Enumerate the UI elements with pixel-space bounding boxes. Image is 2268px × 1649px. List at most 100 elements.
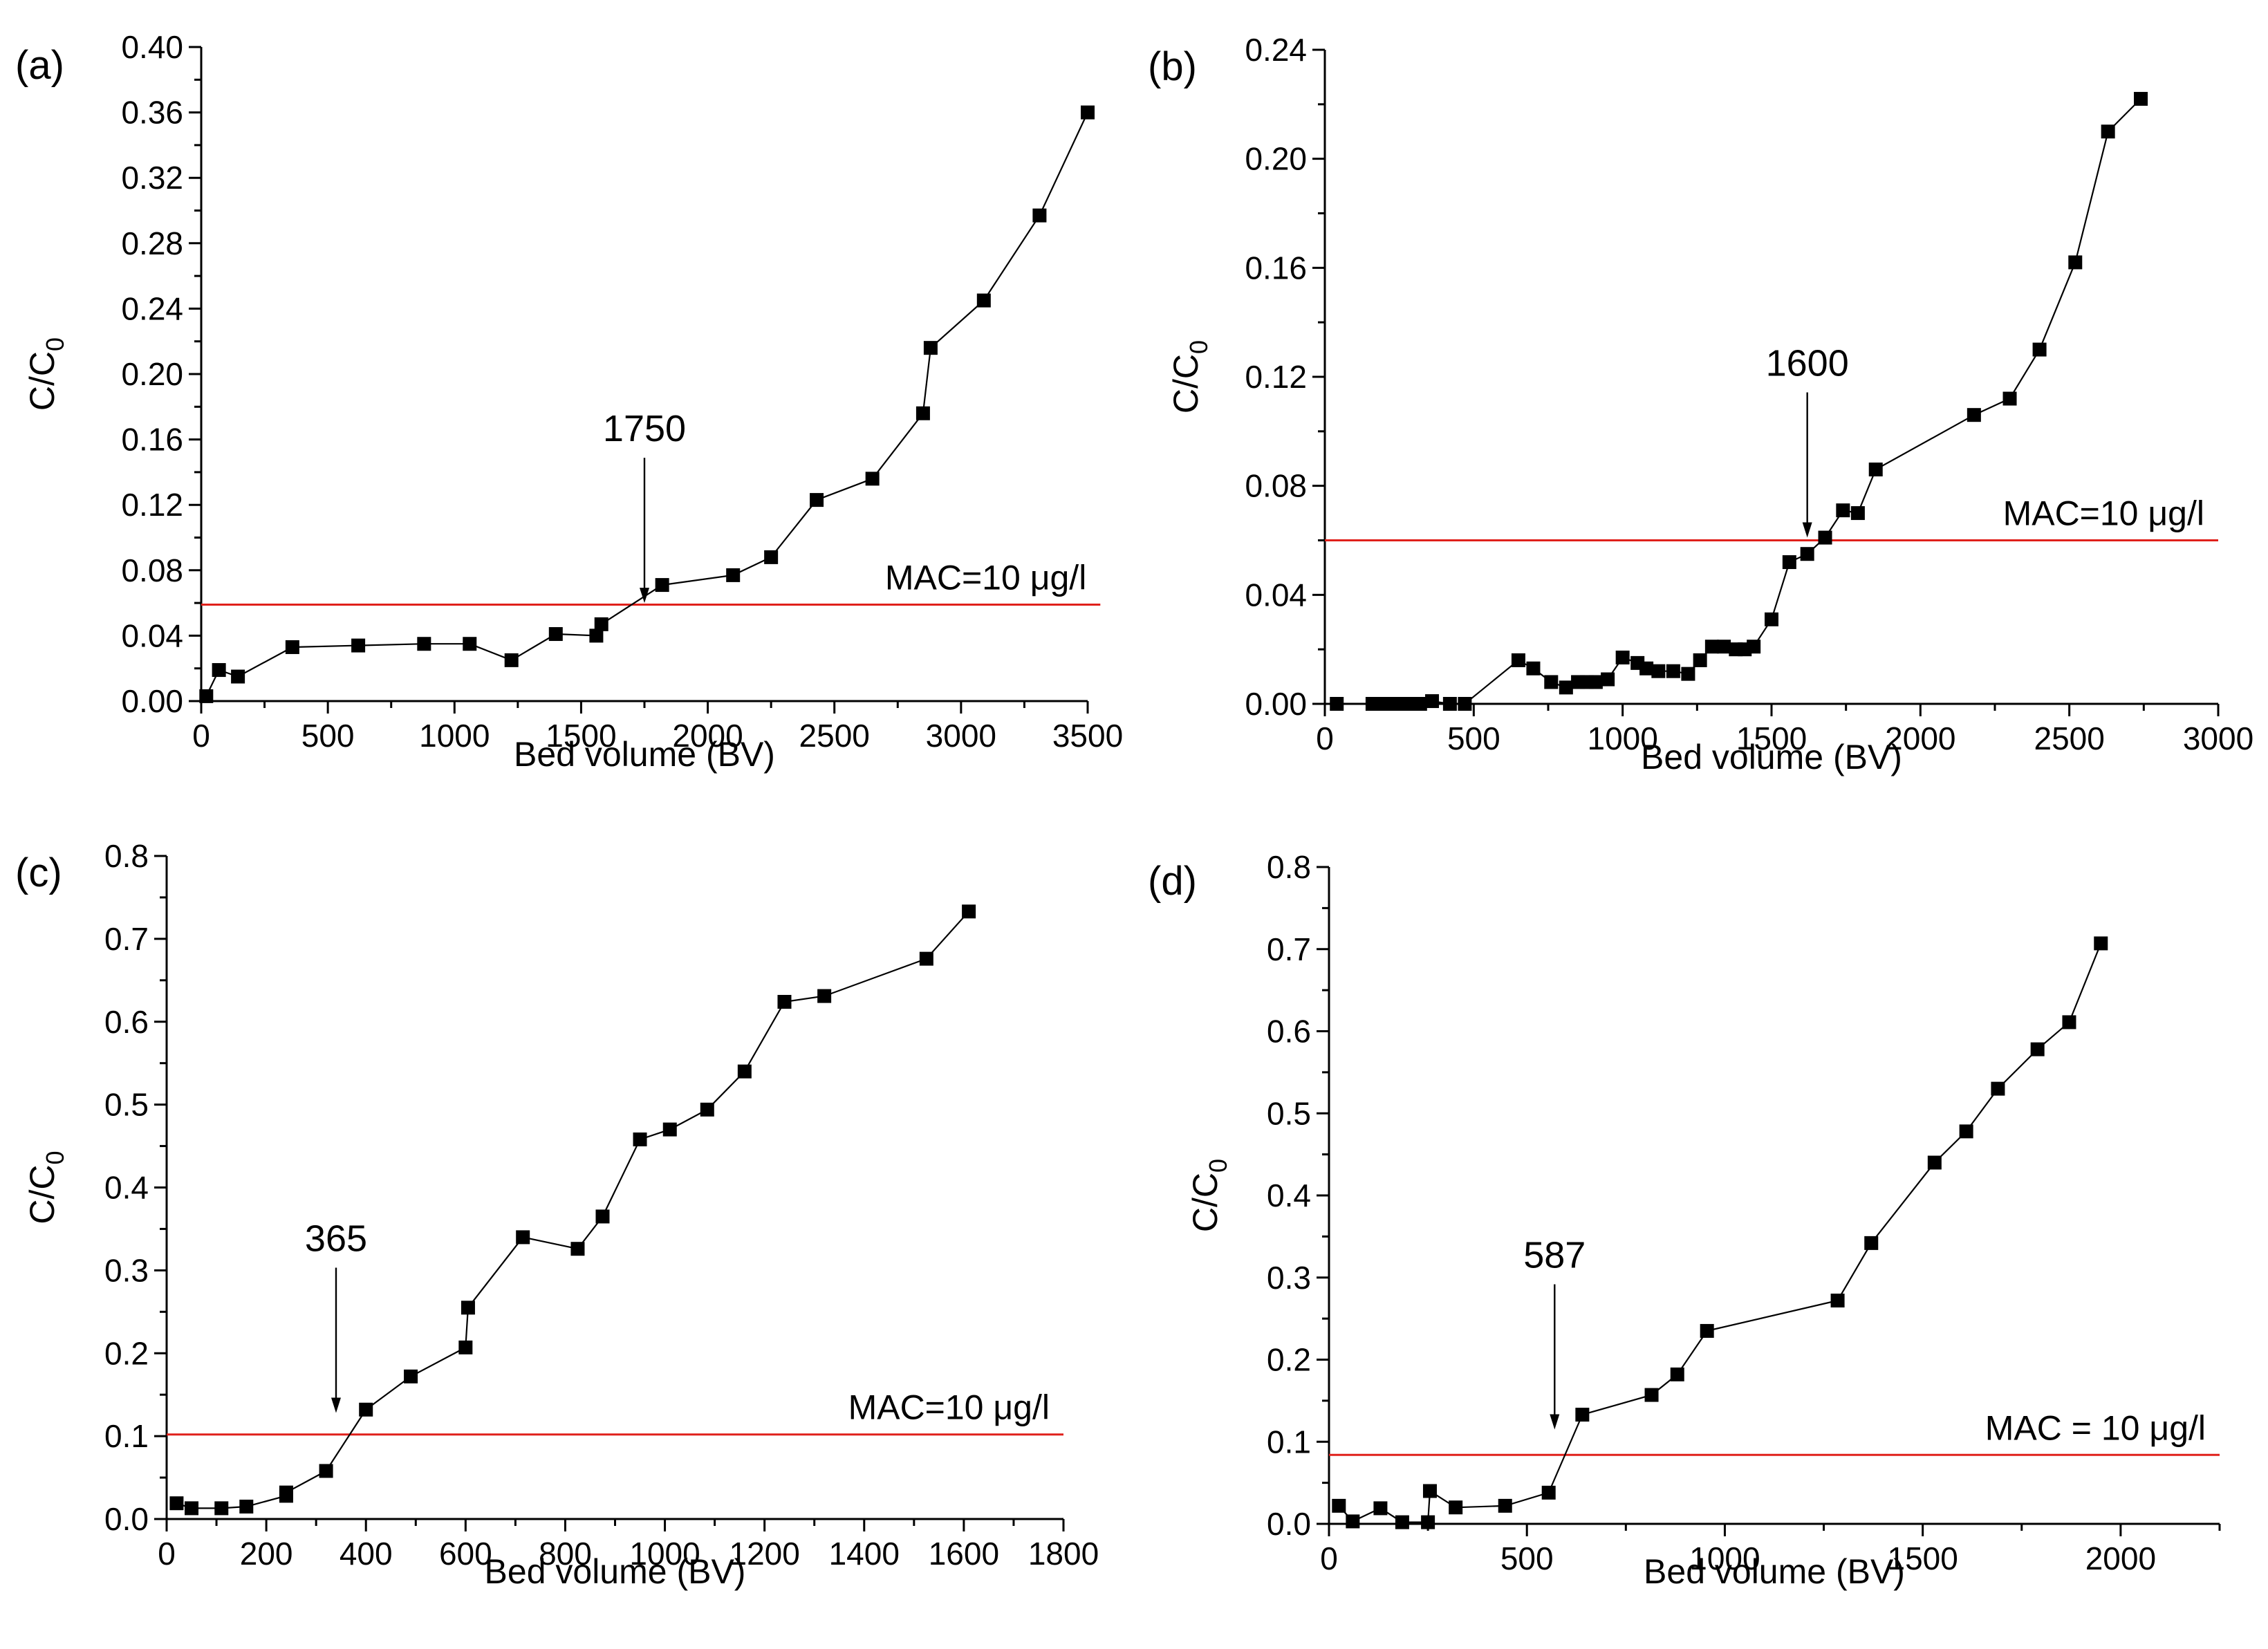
mac-label: MAC=10 μg/l: [848, 1388, 1050, 1427]
data-point: [962, 904, 976, 919]
data-point: [1346, 1514, 1360, 1529]
data-point: [1615, 650, 1630, 664]
data-point: [2002, 391, 2017, 406]
x-tick-label: 2000: [2085, 1540, 2156, 1576]
data-point: [570, 1242, 585, 1256]
y-tick-label: 0.16: [121, 422, 183, 458]
breakthrough-arrow-head: [331, 1397, 341, 1413]
x-tick-label: 500: [301, 718, 355, 754]
data-point: [595, 1209, 610, 1224]
data-point: [1421, 1515, 1435, 1529]
y-axis-title: C/C0: [1186, 1159, 1232, 1232]
data-point: [737, 1064, 752, 1079]
x-tick-label: 2500: [2034, 720, 2104, 756]
breakthrough-label: 1600: [1766, 343, 1849, 384]
data-point: [1704, 640, 1719, 654]
y-tick-label: 0.5: [1267, 1095, 1311, 1131]
y-tick-label: 0.0: [104, 1501, 149, 1537]
y-axis-title: C/C0: [1166, 340, 1213, 413]
data-point: [548, 627, 563, 642]
breakthrough-label: 365: [305, 1218, 367, 1260]
data-point: [633, 1132, 647, 1146]
x-tick-label: 2000: [672, 718, 743, 754]
data-point: [1544, 675, 1559, 689]
data-point: [662, 1122, 677, 1137]
data-point: [1588, 675, 1603, 689]
data-point: [285, 640, 299, 654]
data-point: [1639, 661, 1654, 676]
data-point: [1373, 1501, 1388, 1516]
data-point: [817, 989, 832, 1003]
data-point: [516, 1230, 530, 1245]
data-point: [359, 1402, 373, 1417]
x-axis-title: Bed volume (BV): [1641, 738, 1902, 776]
y-tick-label: 0.0: [1267, 1506, 1311, 1542]
y-tick-label: 0.36: [121, 95, 183, 131]
data-point: [589, 628, 604, 643]
series-line: [176, 911, 969, 1509]
data-point: [1601, 672, 1615, 687]
data-point: [1747, 640, 1761, 654]
x-tick-label: 3500: [1052, 718, 1123, 754]
data-point: [1526, 661, 1541, 676]
x-tick-label: 1500: [546, 718, 616, 754]
breakthrough-label: 1750: [603, 408, 686, 449]
y-tick-label: 0.6: [104, 1004, 149, 1040]
data-point: [351, 638, 366, 653]
data-point: [169, 1496, 184, 1511]
data-point: [279, 1485, 293, 1500]
data-point: [458, 1340, 473, 1354]
y-tick-label: 0.4: [1267, 1177, 1311, 1213]
y-axis-title-subscript: 0: [41, 337, 69, 351]
data-point: [810, 493, 824, 507]
y-tick-label: 0.12: [121, 487, 183, 523]
y-axis-title-subscript: 0: [41, 1150, 69, 1164]
data-point: [231, 669, 245, 684]
data-point: [1991, 1081, 2005, 1096]
data-point: [700, 1102, 714, 1117]
y-tick-label: 0.3: [104, 1252, 149, 1288]
y-tick-label: 0.5: [104, 1087, 149, 1123]
data-point: [319, 1464, 333, 1478]
y-axis-title-subscript: 0: [1184, 340, 1213, 354]
chart-panel-d: (d) 0.0 0.1 0.2 0.3 0.4 0.5 0.6 0.7 0.8 0 500 1000 15…: [1148, 849, 2221, 1591]
data-point: [404, 1369, 418, 1384]
breakthrough-arrow-head: [640, 588, 649, 604]
data-point: [1959, 1124, 1973, 1139]
data-point: [1864, 1236, 1879, 1250]
data-point: [1644, 1388, 1659, 1402]
data-point: [1425, 694, 1440, 709]
data-point: [1651, 664, 1666, 678]
y-tick-label: 0.04: [121, 617, 183, 653]
data-point: [1559, 680, 1573, 695]
data-point: [594, 617, 608, 631]
x-tick-label: 1200: [729, 1536, 799, 1572]
data-point: [1800, 547, 1814, 561]
data-point: [1458, 697, 1472, 711]
y-tick-label: 0.1: [104, 1418, 149, 1454]
y-tick-label: 0.3: [1267, 1260, 1311, 1296]
data-point: [1850, 506, 1865, 521]
breakthrough-arrow-head: [1802, 522, 1812, 538]
data-point: [461, 1301, 475, 1315]
data-point: [655, 578, 669, 593]
x-axis-title: Bed volume (BV): [485, 1552, 746, 1591]
y-axis-title-main: C/C: [1166, 354, 1205, 413]
y-tick-label: 0.6: [1267, 1014, 1311, 1050]
data-point: [1541, 1485, 1556, 1500]
mac-label: MAC=10 μg/l: [2003, 494, 2204, 533]
x-tick-label: 1400: [829, 1536, 900, 1572]
data-point: [764, 550, 779, 564]
y-tick-label: 0.08: [121, 552, 183, 588]
data-point: [2101, 124, 2115, 139]
data-point: [2134, 91, 2148, 106]
data-point: [185, 1501, 199, 1516]
data-point: [2068, 255, 2083, 270]
data-point: [1836, 503, 1850, 518]
x-tick-label: 3000: [2183, 720, 2253, 756]
data-point: [1498, 1498, 1512, 1513]
y-tick-label: 0.1: [1267, 1424, 1311, 1460]
data-point: [1868, 463, 1883, 477]
mac-label: MAC=10 μg/l: [885, 558, 1086, 597]
